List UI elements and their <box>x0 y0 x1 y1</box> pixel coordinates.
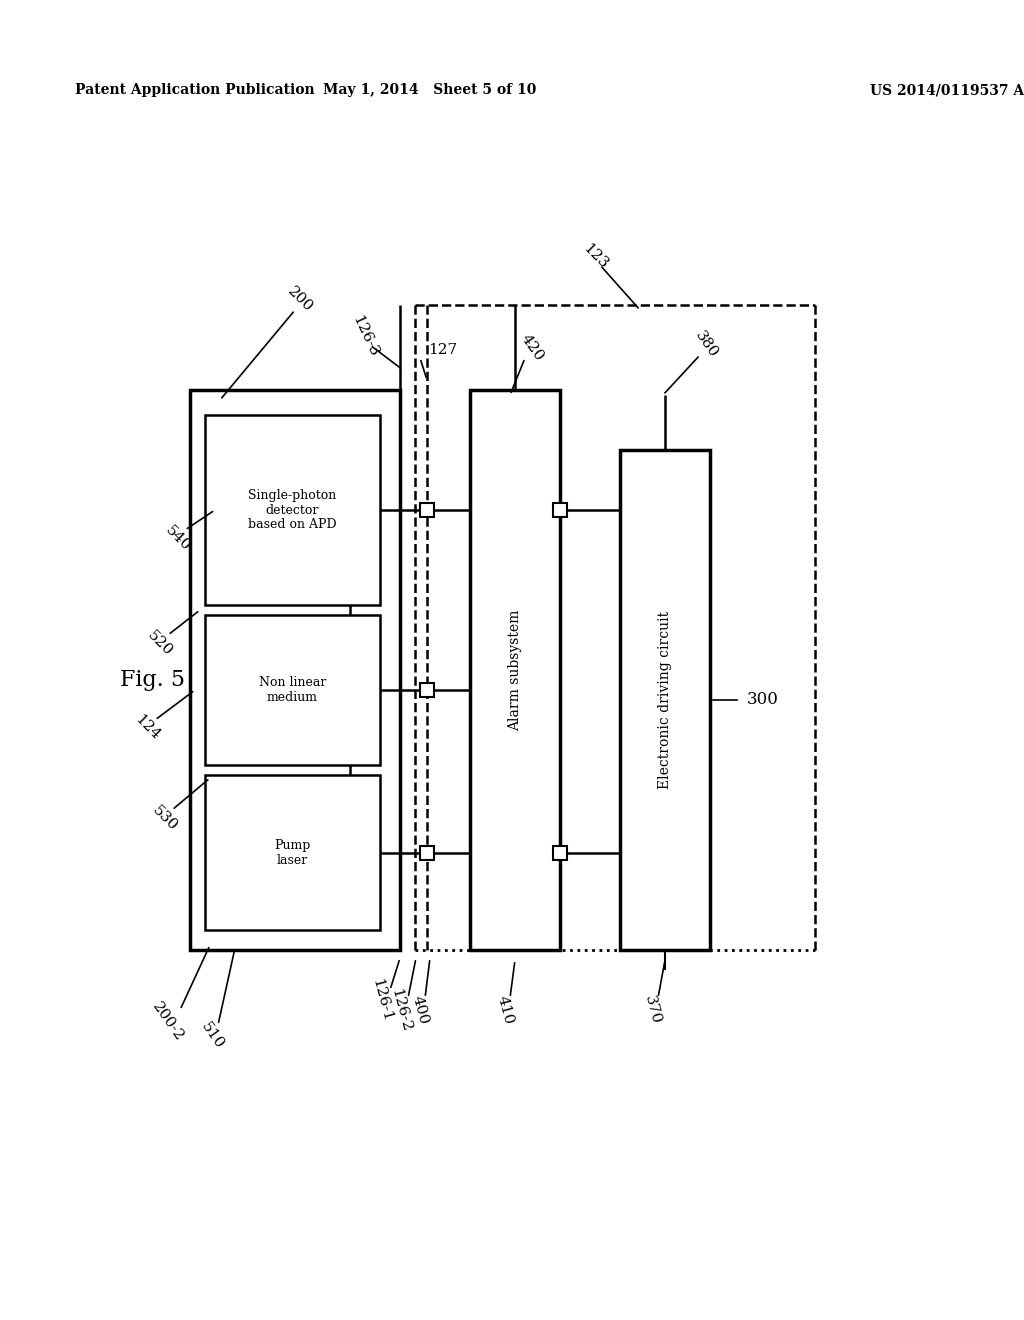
Bar <box>553 846 567 859</box>
Bar <box>205 615 380 766</box>
Bar <box>190 389 400 950</box>
Text: 530: 530 <box>150 803 180 833</box>
Text: May 1, 2014   Sheet 5 of 10: May 1, 2014 Sheet 5 of 10 <box>324 83 537 96</box>
Text: 300: 300 <box>746 692 779 709</box>
Text: 540: 540 <box>163 523 194 553</box>
Bar <box>420 503 434 517</box>
Text: 123: 123 <box>580 240 610 271</box>
Text: 400: 400 <box>410 994 430 1026</box>
Text: 126-2: 126-2 <box>388 987 414 1034</box>
Text: Patent Application Publication: Patent Application Publication <box>75 83 314 96</box>
Text: 124: 124 <box>132 713 162 743</box>
Text: Electronic driving circuit: Electronic driving circuit <box>658 611 672 789</box>
Text: 420: 420 <box>518 333 546 364</box>
Text: 410: 410 <box>495 994 515 1026</box>
Text: 510: 510 <box>198 1020 226 1052</box>
Text: 200: 200 <box>285 285 315 315</box>
Text: US 2014/0119537 A1: US 2014/0119537 A1 <box>870 83 1024 96</box>
Text: 200-2: 200-2 <box>150 1001 186 1044</box>
Text: Alarm subsystem: Alarm subsystem <box>508 610 522 731</box>
Text: Fig. 5: Fig. 5 <box>120 669 185 690</box>
Bar <box>470 389 560 950</box>
Bar <box>420 682 434 697</box>
Text: Single-photon
detector
based on APD: Single-photon detector based on APD <box>248 488 337 532</box>
Bar <box>205 414 380 605</box>
Text: 126-1: 126-1 <box>370 977 394 1023</box>
Text: 126-3: 126-3 <box>349 313 381 359</box>
Text: 380: 380 <box>692 329 720 360</box>
Text: Pump
laser: Pump laser <box>274 838 310 866</box>
Bar <box>420 846 434 859</box>
Text: 520: 520 <box>144 628 175 659</box>
Bar <box>620 450 710 950</box>
Bar <box>553 503 567 517</box>
Text: 127: 127 <box>428 343 457 356</box>
Bar <box>205 775 380 931</box>
Text: Non linear
medium: Non linear medium <box>259 676 327 704</box>
Text: 370: 370 <box>641 994 663 1026</box>
